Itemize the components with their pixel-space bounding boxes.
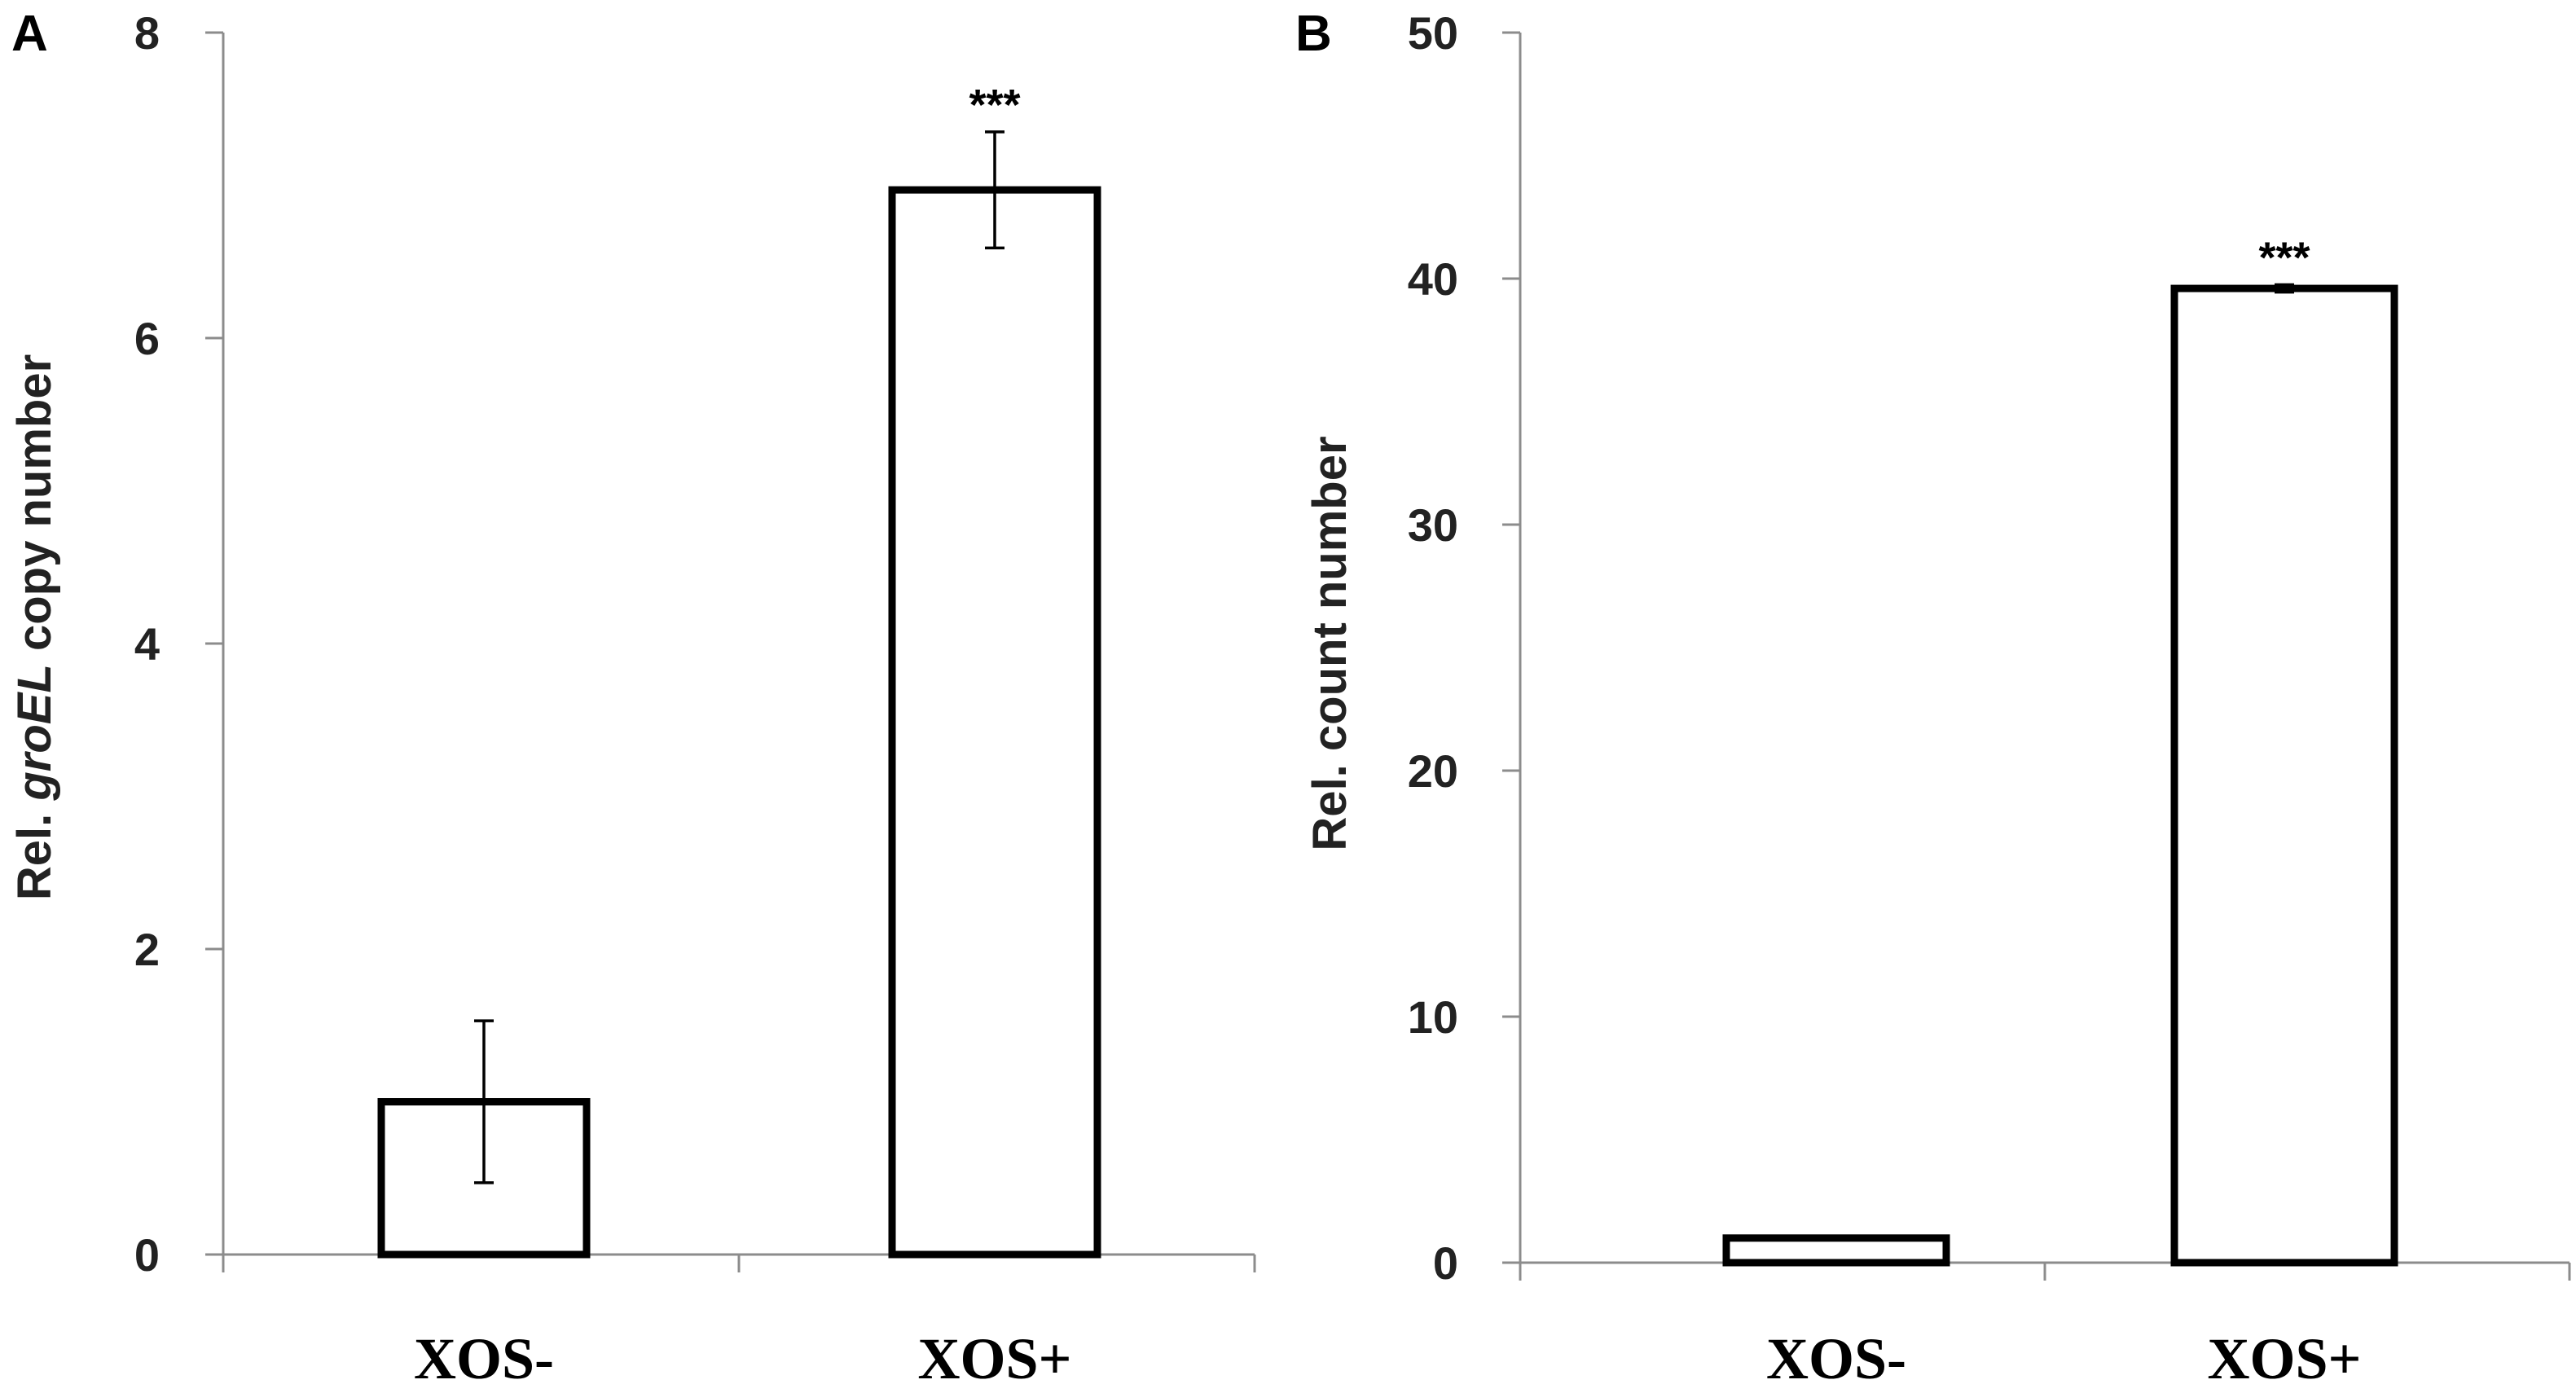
y-axis-title-a-part1: Rel.: [8, 801, 61, 901]
panel-letter-a: A: [11, 6, 48, 62]
y-tick-label-a: 2: [134, 924, 160, 975]
panel-b-bar-chart: B Rel. count number 0 10 20 30 40 50 XOS- *** XO…: [1295, 6, 2571, 1391]
y-tick-label-b: 10: [1408, 991, 1458, 1043]
y-tick-label-a: 0: [134, 1229, 160, 1281]
y-tick-label-b: 20: [1408, 745, 1458, 797]
y-tick-label-b: 50: [1408, 7, 1458, 59]
y-tick-label-b: 30: [1408, 499, 1458, 551]
category-label-a-1: XOS-: [414, 1326, 554, 1391]
category-label-b-1: XOS-: [1766, 1326, 1906, 1391]
y-tick-label-a: 6: [134, 313, 160, 364]
y-tick-label-a: 8: [134, 7, 160, 59]
panel-letter-b: B: [1295, 6, 1332, 62]
category-label-a-2: XOS+: [917, 1326, 1071, 1391]
significance-label-b-2: ***: [2258, 234, 2310, 283]
y-axis-title-a-part3: copy number: [8, 354, 61, 664]
bar-b-2: [2170, 284, 2398, 1267]
y-tick-label-b: 40: [1408, 253, 1458, 305]
category-label-b-2: XOS+: [2207, 1326, 2361, 1391]
significance-label-a-2: ***: [969, 81, 1020, 130]
panel-a-bar-chart: A Rel. groEL copy number 0 2 4 6 8 XOS- *** XOS…: [8, 6, 1256, 1391]
y-axis-title-a: Rel. groEL copy number: [8, 354, 61, 900]
y-tick-label-b: 0: [1433, 1237, 1458, 1289]
bar-a-2: [888, 186, 1101, 1259]
bar-b-1: [1722, 1234, 1950, 1267]
y-tick-label-a: 4: [134, 618, 160, 670]
y-axis-title-b-text: Rel. count number: [1303, 436, 1356, 850]
y-axis-title-a-gene: groEL: [8, 664, 61, 802]
y-axis-title-b: Rel. count number: [1303, 436, 1356, 850]
